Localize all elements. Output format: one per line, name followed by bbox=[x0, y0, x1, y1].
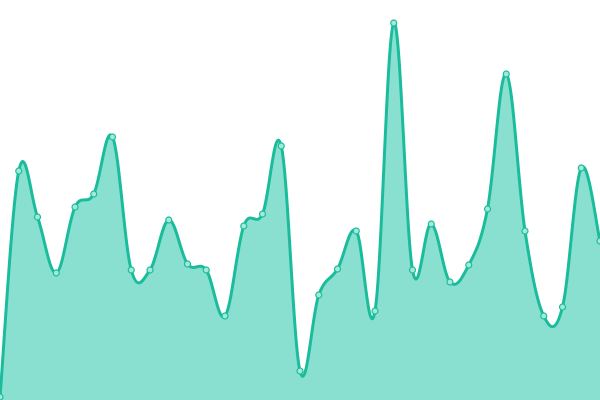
series-line bbox=[0, 21, 600, 398]
data-point-3 bbox=[52, 269, 60, 277]
data-point-12 bbox=[221, 312, 229, 320]
data-point-26 bbox=[483, 205, 492, 213]
data-point-27 bbox=[502, 70, 510, 78]
data-point-11 bbox=[202, 266, 210, 274]
data-point-25 bbox=[465, 261, 473, 269]
data-point-9 bbox=[165, 216, 173, 224]
data-point-4 bbox=[71, 203, 79, 211]
data-point-16 bbox=[296, 367, 304, 375]
data-point-7 bbox=[127, 266, 135, 274]
data-point-23 bbox=[427, 220, 435, 228]
data-point-13 bbox=[240, 222, 248, 230]
data-point-22 bbox=[408, 266, 417, 274]
data-point-24 bbox=[446, 278, 454, 286]
data-point-10 bbox=[183, 260, 192, 268]
data-point-8 bbox=[146, 266, 154, 274]
data-point-14 bbox=[258, 210, 267, 218]
data-point-29 bbox=[540, 312, 548, 320]
data-point-21 bbox=[390, 19, 398, 27]
data-point-5 bbox=[90, 190, 98, 198]
area-fill bbox=[0, 22, 600, 400]
data-point-30 bbox=[558, 303, 567, 311]
data-point-28 bbox=[521, 227, 529, 235]
data-point-32 bbox=[596, 237, 600, 245]
data-point-31 bbox=[577, 164, 585, 172]
data-point-18 bbox=[333, 265, 342, 273]
data-point-0 bbox=[0, 393, 4, 400]
data-markers bbox=[0, 19, 600, 400]
data-point-20 bbox=[371, 307, 379, 315]
data-point-15 bbox=[277, 142, 285, 150]
data-point-2 bbox=[33, 213, 42, 221]
data-point-17 bbox=[315, 291, 323, 299]
data-point-6 bbox=[108, 133, 117, 141]
data-point-1 bbox=[15, 167, 23, 175]
data-point-19 bbox=[352, 227, 360, 235]
